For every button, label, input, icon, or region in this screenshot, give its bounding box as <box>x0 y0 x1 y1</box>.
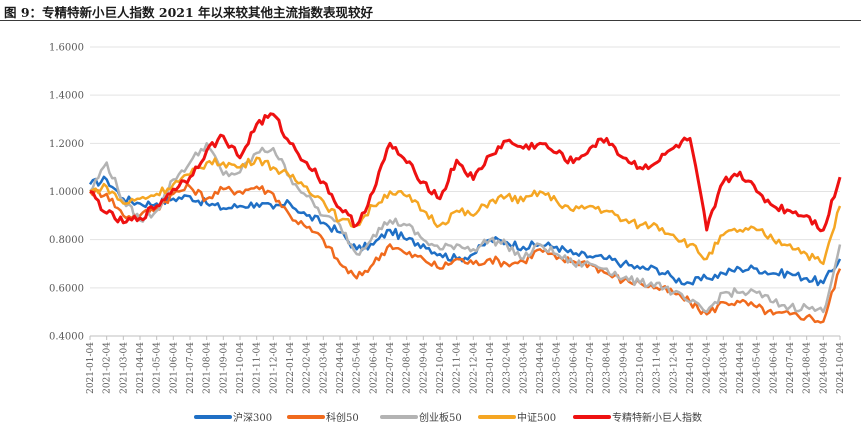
x-tick-label: 2024-02-04 <box>703 342 713 394</box>
x-tick-label: 2022-01-04 <box>286 342 296 394</box>
title-rule <box>0 20 861 21</box>
x-tick-label: 2021-10-04 <box>236 342 246 394</box>
x-tick-label: 2023-01-04 <box>486 342 496 394</box>
y-tick-label: 0.6000 <box>49 283 84 294</box>
x-tick-label: 2021-02-04 <box>103 342 113 394</box>
legend-label: 创业板50 <box>419 411 462 424</box>
x-tick-label: 2024-01-04 <box>686 342 696 394</box>
series-line-2 <box>89 182 842 324</box>
legend-label: 专精特新小巨人指数 <box>612 411 702 424</box>
x-tick-label: 2022-03-04 <box>319 342 329 394</box>
x-tick-label: 2023-02-04 <box>503 342 513 394</box>
x-tick-label: 2023-10-04 <box>636 342 646 394</box>
x-tick-label: 2022-04-04 <box>336 342 346 394</box>
x-tick-label: 2024-06-04 <box>769 342 779 394</box>
y-tick-label: 1.0000 <box>49 187 84 198</box>
x-tick-label: 2024-03-04 <box>719 342 729 394</box>
x-tick-label: 2021-07-04 <box>186 342 196 394</box>
legend-label: 沪深300 <box>233 411 272 424</box>
y-axis: 0.4000 0.6000 0.8000 1.0000 1.2000 1.4000 1.60… <box>49 43 84 343</box>
x-tick-label: 2023-06-04 <box>569 342 579 394</box>
legend-label: 科创50 <box>326 411 359 424</box>
x-tick-label: 2022-10-04 <box>436 342 446 394</box>
x-tick-label: 2024-08-04 <box>803 342 813 394</box>
series-line-1 <box>88 175 842 287</box>
legend: 沪深300 科创50 创业板50 中证500 专精特新小巨人指数 <box>194 411 702 424</box>
y-tick-label: 1.4000 <box>49 91 84 102</box>
x-tick-label: 2021-01-04 <box>86 342 96 394</box>
y-tick-label: 1.6000 <box>49 43 84 54</box>
y-tick-label: 1.2000 <box>49 139 84 150</box>
x-tick-label: 2023-04-04 <box>536 342 546 394</box>
x-tick-label: 2022-12-04 <box>469 342 479 394</box>
x-tick-label: 2022-08-04 <box>403 342 413 394</box>
y-tick-label: 0.8000 <box>49 235 84 246</box>
x-tick-label: 2023-12-04 <box>669 342 679 394</box>
x-tick-label: 2022-02-04 <box>303 342 313 394</box>
x-tick-label: 2022-06-04 <box>369 342 379 394</box>
x-tick-label: 2022-11-04 <box>453 342 463 394</box>
x-tick-label: 2021-06-04 <box>169 342 179 394</box>
series-line-4 <box>89 156 842 266</box>
figure-title: 图 9：专精特新小巨人指数 2021 年以来较其他主流指数表现较好 <box>4 5 374 20</box>
x-tick-label: 2024-10-04 <box>836 342 846 394</box>
series-line-3 <box>89 142 842 314</box>
x-tick-label: 2024-05-04 <box>753 342 763 394</box>
series-line-5 <box>89 112 842 233</box>
y-tick-label: 0.4000 <box>49 332 84 343</box>
x-tick-label: 2023-05-04 <box>553 342 563 394</box>
x-axis: 2021-01-04 2021-02-04 2021-03-04 2021-04-04… <box>86 336 846 394</box>
x-tick-label: 2021-04-04 <box>136 342 146 394</box>
x-tick-label: 2024-04-04 <box>736 342 746 394</box>
x-tick-label: 2023-07-04 <box>586 342 596 394</box>
x-tick-label: 2021-12-04 <box>269 342 279 394</box>
series-lines <box>88 112 842 324</box>
x-tick-label: 2022-09-04 <box>419 342 429 394</box>
x-tick-label: 2022-07-04 <box>386 342 396 394</box>
x-tick-label: 2023-09-04 <box>619 342 629 394</box>
x-tick-label: 2022-05-04 <box>353 342 363 394</box>
x-tick-label: 2021-08-04 <box>203 342 213 394</box>
x-tick-label: 2023-08-04 <box>603 342 613 394</box>
x-tick-label: 2023-03-04 <box>519 342 529 394</box>
x-tick-label: 2021-05-04 <box>153 342 163 394</box>
x-tick-label: 2024-09-04 <box>819 342 829 394</box>
legend-label: 中证500 <box>517 411 556 424</box>
x-tick-label: 2021-09-04 <box>219 342 229 394</box>
x-tick-label: 2021-11-04 <box>253 342 263 394</box>
x-tick-label: 2021-03-04 <box>119 342 129 394</box>
x-tick-label: 2023-11-04 <box>653 342 663 394</box>
x-tick-label: 2024-07-04 <box>786 342 796 394</box>
